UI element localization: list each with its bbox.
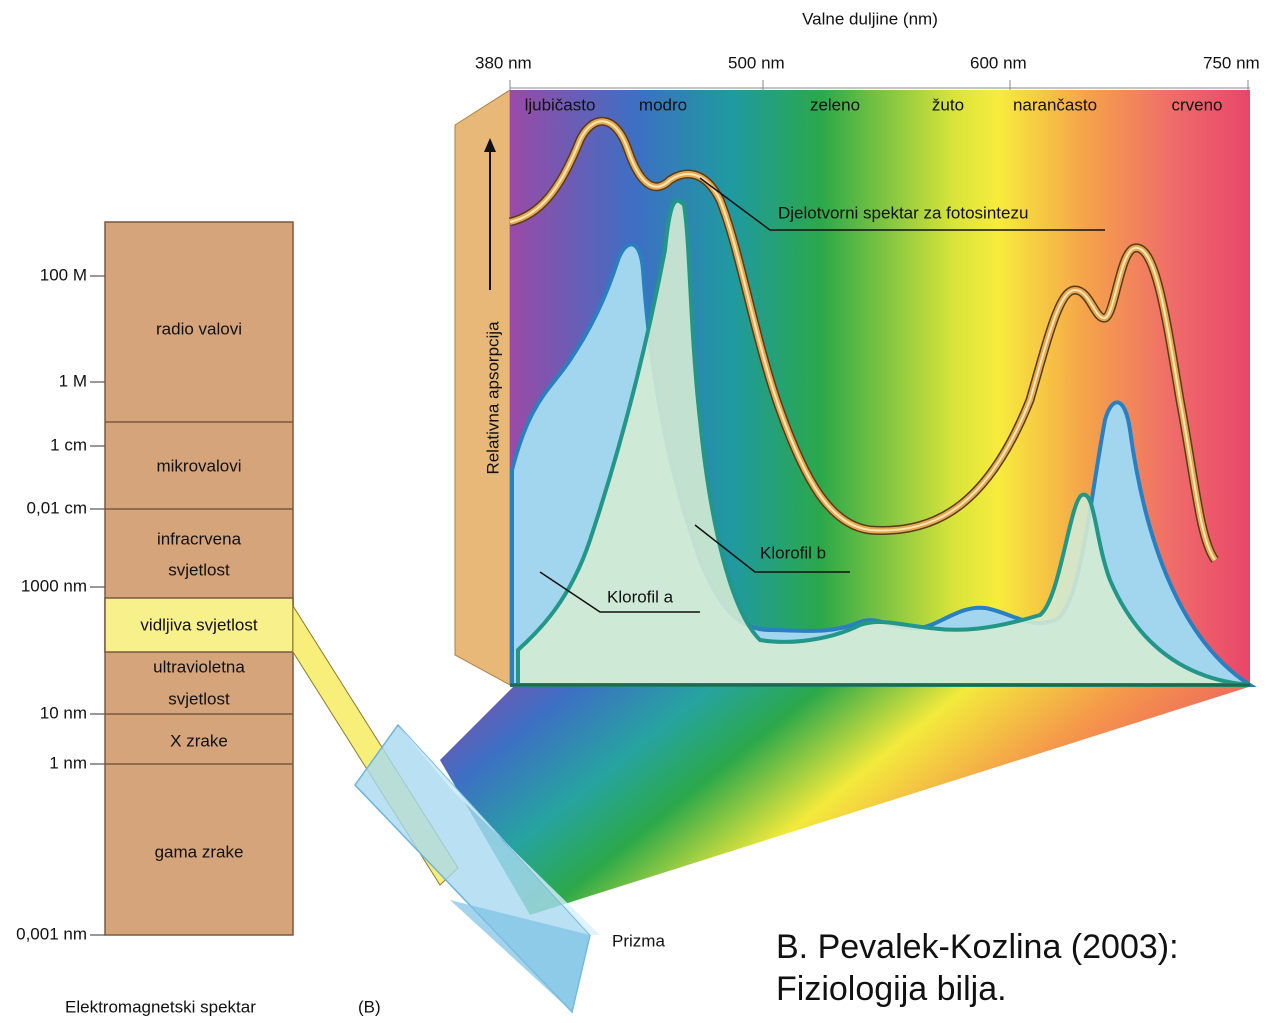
scale-label: 1 cm bbox=[50, 435, 87, 454]
curve-label: Djelotvorni spektar za fotosintezu bbox=[778, 203, 1028, 222]
curve-label: Klorofil b bbox=[760, 543, 826, 562]
color-name: zeleno bbox=[810, 95, 860, 114]
scale-label: 1000 nm bbox=[21, 576, 87, 595]
citation: Fiziologija bilja. bbox=[776, 970, 1007, 1008]
wavelength-label: 750 nm bbox=[1203, 53, 1260, 72]
band-label: infracrvena bbox=[157, 529, 242, 548]
scale-label: 0,01 cm bbox=[27, 498, 87, 517]
citation: B. Pevalek-Kozlina (2003): bbox=[776, 928, 1179, 966]
scale-label: 0,001 nm bbox=[16, 924, 87, 943]
color-name: žuto bbox=[932, 95, 964, 114]
scale-label: 1 nm bbox=[49, 753, 87, 772]
color-name: modro bbox=[639, 95, 687, 114]
figure: 100 M 1 M 1 cm 0,01 cm 1000 nm 10 nm 1 n… bbox=[0, 0, 1276, 1023]
band-label: mikrovalovi bbox=[156, 456, 241, 475]
color-name: ljubičasto bbox=[525, 95, 596, 114]
prism-label: Prizma bbox=[612, 931, 665, 950]
scale-label: 100 M bbox=[40, 265, 87, 284]
band-label: vidljiva svjetlost bbox=[140, 615, 257, 634]
band-label: X zrake bbox=[170, 731, 228, 750]
wavelength-label: 600 nm bbox=[970, 53, 1027, 72]
band-label: radio valovi bbox=[156, 319, 242, 338]
dispersed-beam bbox=[440, 685, 1255, 915]
x-title: Valne duljine (nm) bbox=[802, 9, 938, 28]
scale-label: 1 M bbox=[59, 371, 87, 390]
wavelength-labels: 380 nm 500 nm 600 nm 750 nm bbox=[475, 53, 1260, 72]
wavelength-label: 500 nm bbox=[728, 53, 785, 72]
scale-ticks bbox=[90, 276, 105, 935]
curve-label: Klorofil a bbox=[607, 587, 674, 606]
band-label: svjetlost bbox=[168, 689, 230, 708]
color-name: narančasto bbox=[1013, 95, 1097, 114]
band-label: ultravioletna bbox=[153, 657, 245, 676]
scale-labels: 100 M 1 M 1 cm 0,01 cm 1000 nm 10 nm 1 n… bbox=[16, 265, 87, 943]
wavelength-label: 380 nm bbox=[475, 53, 532, 72]
y-title: Relativna apsorpcija bbox=[483, 321, 502, 475]
band-label: svjetlost bbox=[168, 560, 230, 579]
panel-label: (B) bbox=[358, 997, 381, 1016]
band-label: gama zrake bbox=[155, 842, 244, 861]
caption: Elektromagnetski spektar bbox=[65, 997, 256, 1016]
color-name: crveno bbox=[1171, 95, 1222, 114]
scale-label: 10 nm bbox=[40, 703, 87, 722]
